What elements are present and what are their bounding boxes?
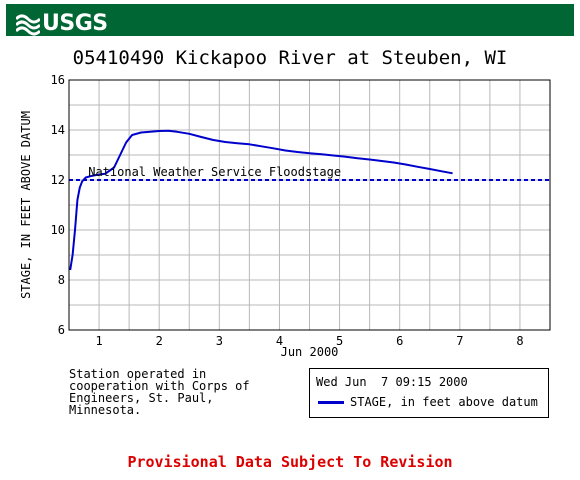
x-tick-labels: 1 2 3 4 5 6 7 8 [95,334,523,348]
x-tick-label: 3 [216,334,223,348]
floodstage-label: National Weather Service Floodstage [88,165,341,179]
x-tick-label: 6 [396,334,403,348]
y-axis-label: STAGE, IN FEET ABOVE DATUM [19,111,33,299]
x-tick-label: 4 [276,334,283,348]
x-tick-label: 8 [516,334,523,348]
y-tick-labels: 6 8 10 12 14 16 [51,73,65,337]
x-tick-label: 5 [336,334,343,348]
x-tick-label: 1 [95,334,102,348]
stage-series-line [69,129,453,271]
y-tick-label: 14 [51,123,65,137]
x-tick-label: 2 [156,334,163,348]
provisional-notice: Provisional Data Subject To Revision [127,453,453,471]
usgs-wave-icon [16,14,40,36]
usgs-banner: USGS [6,4,574,36]
grid-lines [69,80,550,330]
legend-timestamp: Wed Jun 7 09:15 2000 [316,375,468,389]
station-note: Station operated in cooperation with Cor… [69,367,250,417]
y-tick-label: 8 [58,273,65,287]
x-axis-label: Jun 2000 [281,345,339,359]
legend-series-swatch [318,401,344,404]
y-tick-label: 12 [51,173,65,187]
x-tick-label: 7 [456,334,463,348]
usgs-logo-text: USGS [42,11,108,36]
chart-title: 05410490 Kickapoo River at Steuben, WI [72,47,508,69]
legend-series-label: STAGE, in feet above datum [350,395,538,409]
y-tick-label: 16 [51,73,65,87]
y-tick-label: 10 [51,223,65,237]
series-layer [69,129,453,271]
legend: Wed Jun 7 09:15 2000 STAGE, in feet abov… [309,368,549,418]
y-tick-label: 6 [58,323,65,337]
plot-frame [68,79,551,331]
